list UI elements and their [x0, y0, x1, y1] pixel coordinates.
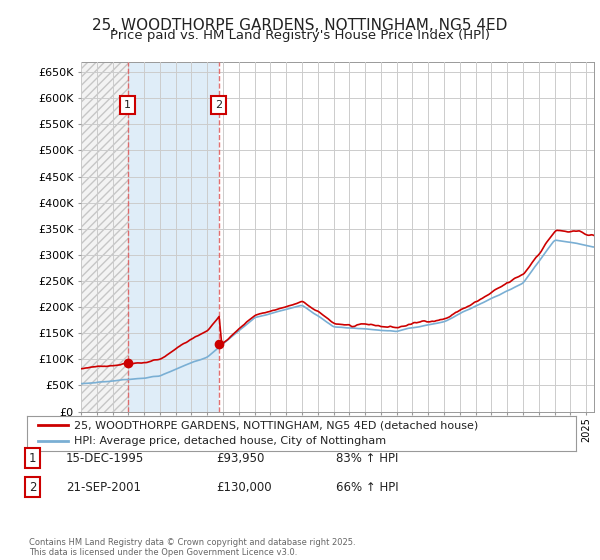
Text: £93,950: £93,950 — [216, 451, 265, 465]
Text: 21-SEP-2001: 21-SEP-2001 — [66, 480, 141, 494]
Text: 15-DEC-1995: 15-DEC-1995 — [66, 451, 144, 465]
Bar — [81, 62, 128, 412]
Text: Price paid vs. HM Land Registry's House Price Index (HPI): Price paid vs. HM Land Registry's House … — [110, 29, 490, 42]
Text: 25, WOODTHORPE GARDENS, NOTTINGHAM, NG5 4ED (detached house): 25, WOODTHORPE GARDENS, NOTTINGHAM, NG5 … — [74, 421, 478, 431]
Text: 66% ↑ HPI: 66% ↑ HPI — [336, 480, 398, 494]
Text: 25, WOODTHORPE GARDENS, NOTTINGHAM, NG5 4ED: 25, WOODTHORPE GARDENS, NOTTINGHAM, NG5 … — [92, 18, 508, 33]
Text: Contains HM Land Registry data © Crown copyright and database right 2025.
This d: Contains HM Land Registry data © Crown c… — [29, 538, 355, 557]
Text: 1: 1 — [29, 451, 36, 465]
Text: £130,000: £130,000 — [216, 480, 272, 494]
Text: 2: 2 — [215, 100, 222, 110]
Text: 2: 2 — [29, 480, 36, 494]
Text: 1: 1 — [124, 100, 131, 110]
Bar — [128, 62, 218, 412]
Text: HPI: Average price, detached house, City of Nottingham: HPI: Average price, detached house, City… — [74, 436, 386, 446]
Text: 83% ↑ HPI: 83% ↑ HPI — [336, 451, 398, 465]
